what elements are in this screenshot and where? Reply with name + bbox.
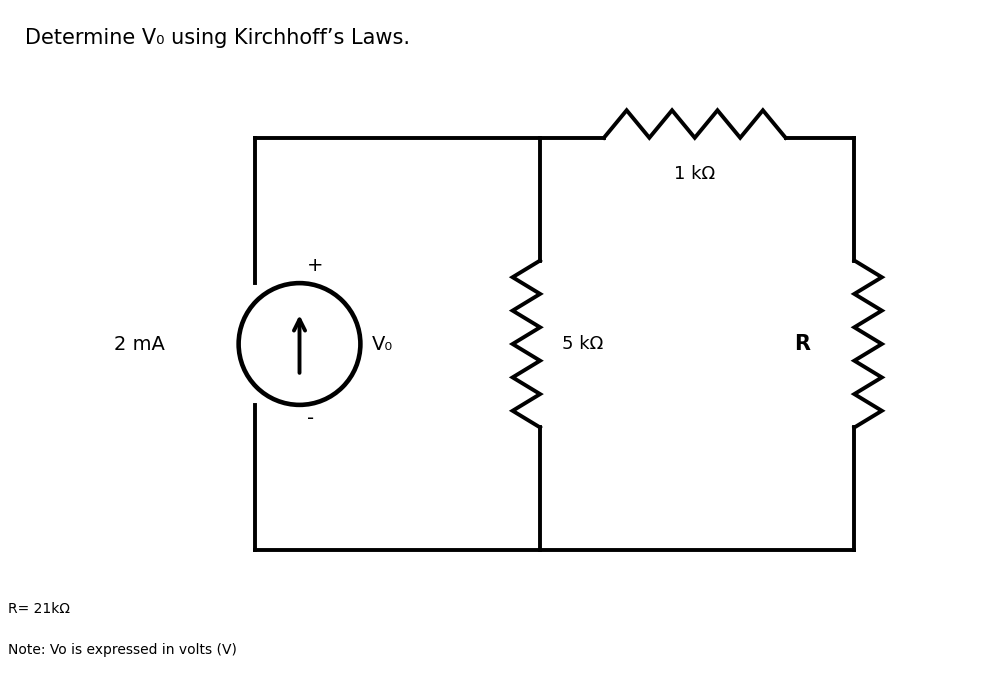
Text: V₀: V₀ — [372, 334, 394, 354]
Text: R: R — [794, 334, 810, 354]
Text: -: - — [307, 409, 314, 428]
Text: Note: Vo is expressed in volts (V): Note: Vo is expressed in volts (V) — [8, 643, 237, 658]
Text: R= 21kΩ: R= 21kΩ — [8, 602, 70, 616]
Text: 5 kΩ: 5 kΩ — [562, 335, 603, 353]
Text: Determine V₀ using Kirchhoff’s Laws.: Determine V₀ using Kirchhoff’s Laws. — [25, 28, 409, 47]
Text: 1 kΩ: 1 kΩ — [675, 165, 715, 183]
Text: +: + — [307, 256, 324, 275]
Text: 2 mA: 2 mA — [114, 334, 165, 354]
